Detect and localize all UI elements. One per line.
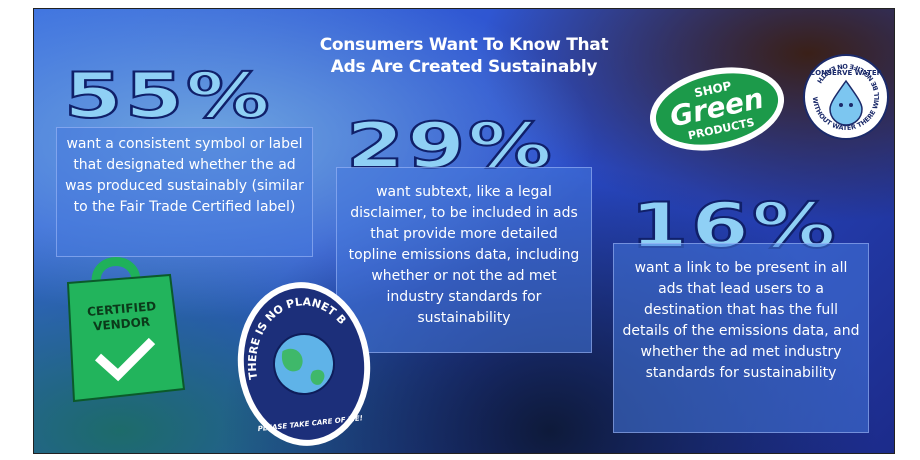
sticker-text: VENDOR xyxy=(93,315,151,334)
stat-text: want subtext, like a legal disclaimer, t… xyxy=(336,167,592,353)
title: Ads Are Created Sustainably xyxy=(330,57,598,77)
infographic: Consumers Want To Know That Ads Are Crea… xyxy=(33,8,895,454)
continents xyxy=(281,348,325,385)
stat-text: want a consistent symbol or label that d… xyxy=(56,127,313,257)
check-mark xyxy=(94,337,156,382)
sticker-text: SHOP xyxy=(693,79,733,101)
sticker-text: CERTIFIED xyxy=(87,299,157,319)
water-drop xyxy=(829,79,863,126)
sticker-text: PRODUCTS xyxy=(687,116,756,143)
globe xyxy=(273,333,335,395)
sticker-text: Green xyxy=(667,82,767,134)
bag-body xyxy=(66,273,186,403)
stat-text: want a link to be present in all ads tha… xyxy=(613,243,869,433)
bag-sticker: CERTIFIED VENDOR xyxy=(66,257,186,403)
sticker-text: PLEASE TAKE CARE OF ME! xyxy=(257,414,363,433)
eye xyxy=(839,103,843,107)
bag-handle xyxy=(91,257,141,282)
eye xyxy=(849,103,853,107)
title: Consumers Want To Know That xyxy=(319,35,609,55)
stat-figure: 55% xyxy=(63,58,273,133)
